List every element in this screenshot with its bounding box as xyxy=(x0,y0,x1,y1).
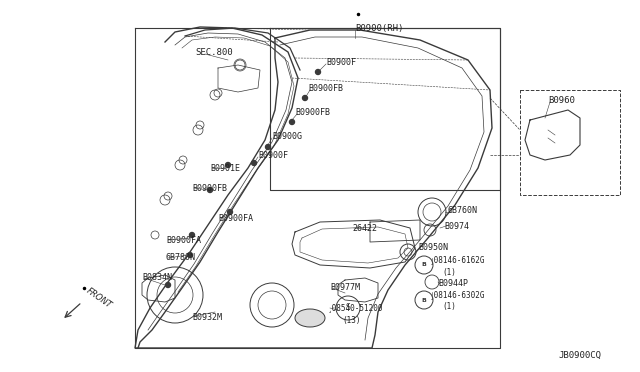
Text: B0944P: B0944P xyxy=(438,279,468,289)
Text: B0900FB: B0900FB xyxy=(295,108,330,116)
Circle shape xyxy=(415,291,433,309)
Text: 6B760N: 6B760N xyxy=(448,205,478,215)
Circle shape xyxy=(166,282,170,288)
Circle shape xyxy=(303,96,307,100)
Text: (1): (1) xyxy=(442,267,456,276)
Text: B0960: B0960 xyxy=(548,96,575,105)
Text: B0901E: B0901E xyxy=(210,164,240,173)
Text: (13): (13) xyxy=(342,315,360,324)
Text: FRONT: FRONT xyxy=(85,286,114,310)
Circle shape xyxy=(415,256,433,274)
Circle shape xyxy=(289,119,294,125)
Circle shape xyxy=(225,163,230,167)
Text: ¸08540-51200: ¸08540-51200 xyxy=(328,304,383,312)
Circle shape xyxy=(207,187,212,192)
Text: B0900FB: B0900FB xyxy=(192,183,227,192)
Text: B0834N: B0834N xyxy=(142,273,172,282)
Text: 6B780N: 6B780N xyxy=(166,253,196,263)
Text: B0900F: B0900F xyxy=(326,58,356,67)
Circle shape xyxy=(266,144,271,150)
Text: B: B xyxy=(422,298,426,302)
Text: B0950N: B0950N xyxy=(418,244,448,253)
Text: ¸08146-6162G: ¸08146-6162G xyxy=(430,256,486,264)
Text: B0932M: B0932M xyxy=(192,314,222,323)
Text: ¸08146-6302G: ¸08146-6302G xyxy=(430,291,486,299)
Ellipse shape xyxy=(295,309,325,327)
Text: B0900FA: B0900FA xyxy=(218,214,253,222)
Circle shape xyxy=(316,70,321,74)
Text: SEC.800: SEC.800 xyxy=(195,48,232,57)
Circle shape xyxy=(188,253,193,257)
Text: B0900FB: B0900FB xyxy=(308,83,343,93)
Text: B0900F: B0900F xyxy=(258,151,288,160)
Text: S: S xyxy=(346,304,350,312)
Text: B0900(RH): B0900(RH) xyxy=(355,23,403,32)
Text: B0974: B0974 xyxy=(444,221,469,231)
Text: B0900FA: B0900FA xyxy=(166,235,201,244)
Text: JB0900CQ: JB0900CQ xyxy=(558,350,601,359)
Circle shape xyxy=(189,232,195,237)
Circle shape xyxy=(252,160,257,166)
Text: B0977M: B0977M xyxy=(330,283,360,292)
Text: B: B xyxy=(422,263,426,267)
Text: (1): (1) xyxy=(442,302,456,311)
Circle shape xyxy=(227,209,232,215)
Text: B0900G: B0900G xyxy=(272,131,302,141)
Text: 26422: 26422 xyxy=(352,224,377,232)
